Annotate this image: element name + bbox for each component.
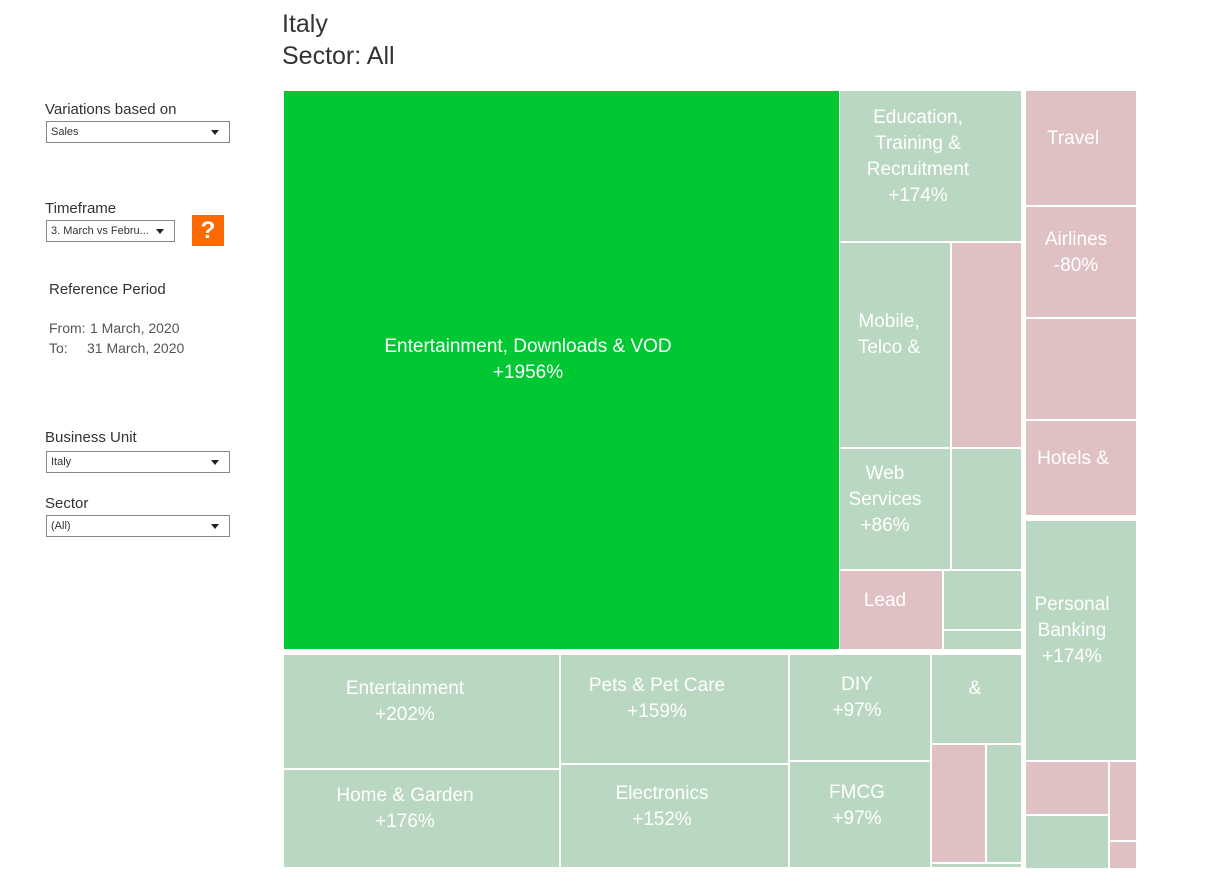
tile[interactable]	[944, 571, 1021, 629]
tile-label: Lead	[864, 590, 906, 611]
tile[interactable]	[1110, 762, 1136, 840]
tile[interactable]	[790, 762, 930, 867]
tile-label: +152%	[632, 809, 692, 830]
filter-label: Variations based on	[45, 101, 177, 118]
tile[interactable]	[1026, 319, 1136, 419]
tile[interactable]	[1026, 762, 1108, 814]
tile-label: +176%	[375, 811, 435, 832]
tile[interactable]	[284, 91, 839, 649]
dropdown-value: (All)	[51, 520, 71, 532]
dropdown[interactable]: (All)	[46, 515, 230, 537]
tile[interactable]	[284, 770, 559, 867]
tile-label: Banking	[1038, 620, 1107, 641]
tile[interactable]	[932, 864, 1021, 867]
tile-label: Travel	[1047, 128, 1099, 149]
tile-label: Mobile,	[858, 311, 919, 332]
tile-label: Entertainment, Downloads & VOD	[384, 336, 671, 357]
tile[interactable]	[952, 243, 1021, 447]
tile[interactable]	[790, 655, 930, 760]
tile-label: Hotels &	[1037, 448, 1109, 469]
tile-label: FMCG	[829, 782, 885, 803]
section-label: Reference Period	[49, 281, 166, 298]
tile-label: +174%	[888, 185, 948, 206]
tile-label: -80%	[1054, 255, 1098, 276]
tile[interactable]	[1026, 521, 1136, 760]
dropdown-arrow	[211, 524, 219, 529]
tile-label: Home & Garden	[336, 785, 473, 806]
tile-label: Recruitment	[867, 159, 970, 180]
tile[interactable]	[944, 631, 1021, 649]
tile-label: +1956%	[493, 362, 563, 383]
tile[interactable]	[284, 655, 559, 768]
tile-label: Web	[866, 463, 905, 484]
filter-label: Business Unit	[45, 429, 137, 446]
dropdown-arrow	[156, 229, 164, 234]
tile-label: Telco &	[858, 337, 921, 358]
dropdown[interactable]: Sales	[46, 121, 230, 143]
tile[interactable]	[932, 655, 1021, 743]
tile-label: Entertainment	[346, 678, 465, 699]
tile[interactable]	[561, 765, 788, 867]
help-button[interactable]: ?	[192, 215, 224, 246]
period-to-value: 31 March, 2020	[87, 340, 185, 356]
period-to-label: To:	[49, 340, 68, 356]
tile-label: Personal	[1035, 594, 1110, 615]
tile-label: Airlines	[1045, 229, 1107, 250]
subtitle: Sector: All	[282, 42, 395, 70]
tile[interactable]	[1026, 421, 1136, 515]
tile[interactable]	[1026, 816, 1108, 868]
dropdown[interactable]: Italy	[46, 451, 230, 473]
tile[interactable]	[932, 745, 985, 862]
tile[interactable]	[561, 655, 788, 763]
filter-label: Sector	[45, 495, 89, 512]
tile[interactable]	[1026, 91, 1136, 205]
dropdown-arrow	[211, 460, 219, 465]
title: Italy	[282, 10, 328, 38]
dropdown-arrow	[211, 130, 219, 135]
dropdown[interactable]: 3. March vs Febru...	[46, 220, 175, 242]
period-from-label: From:	[49, 320, 86, 336]
dropdown-value: 3. March vs Febru...	[51, 225, 149, 237]
tile-label: +159%	[627, 701, 687, 722]
tile[interactable]	[840, 571, 942, 649]
tile-label: +97%	[832, 808, 881, 829]
tile[interactable]	[1110, 842, 1136, 868]
tile-label: Electronics	[616, 783, 709, 804]
tile[interactable]	[840, 91, 1021, 241]
tile[interactable]	[1026, 207, 1136, 317]
tile-label: Services	[849, 489, 922, 510]
period-from-value: 1 March, 2020	[90, 320, 180, 336]
tile-label: Training &	[875, 133, 961, 154]
dropdown-value: Sales	[51, 126, 79, 138]
tile[interactable]	[840, 449, 950, 569]
tile[interactable]	[840, 243, 950, 447]
tile[interactable]	[987, 745, 1021, 862]
tile-label: Pets & Pet Care	[589, 675, 725, 696]
tile[interactable]	[952, 449, 1021, 569]
tile-label: Education,	[873, 107, 963, 128]
tile-label: DIY	[841, 674, 873, 695]
tile-label: +174%	[1042, 646, 1102, 667]
tile-label: +202%	[375, 704, 435, 725]
tile-label: +97%	[832, 700, 881, 721]
tile-label: &	[969, 678, 982, 699]
dropdown-value: Italy	[51, 456, 72, 468]
tile-label: +86%	[860, 515, 909, 536]
filter-label: Timeframe	[45, 200, 117, 217]
